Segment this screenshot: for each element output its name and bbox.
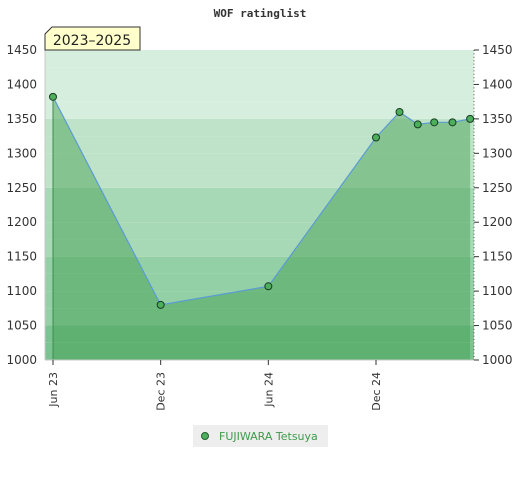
y-tick-label-right: 1250 bbox=[482, 181, 513, 195]
period-badge: 2023–2025 bbox=[44, 26, 141, 51]
x-tick-label: Dec 24 bbox=[370, 372, 383, 411]
y-tick-label-right: 1000 bbox=[482, 353, 513, 367]
data-point[interactable] bbox=[413, 120, 422, 129]
background-bands bbox=[45, 50, 474, 360]
y-tick-label-left: 1200 bbox=[6, 215, 37, 229]
band bbox=[45, 67, 474, 85]
band bbox=[45, 84, 474, 102]
y-tick-label-left: 1000 bbox=[6, 353, 37, 367]
y-tick-label-right: 1350 bbox=[482, 112, 513, 126]
y-tick-label-left: 1050 bbox=[6, 319, 37, 333]
data-point[interactable] bbox=[448, 118, 457, 127]
band bbox=[45, 325, 474, 343]
y-tick-label-right: 1400 bbox=[482, 77, 513, 91]
x-tick-label: Dec 23 bbox=[155, 372, 168, 411]
data-point[interactable] bbox=[430, 118, 439, 127]
y-tick-label-right: 1300 bbox=[482, 146, 513, 160]
data-point[interactable] bbox=[49, 92, 57, 101]
data-point[interactable] bbox=[264, 282, 273, 291]
y-tick-label-left: 1300 bbox=[6, 146, 37, 160]
band bbox=[45, 136, 474, 154]
series-area-fill bbox=[53, 96, 471, 360]
y-tick-label-right: 1100 bbox=[482, 284, 513, 298]
legend-label: FUJIWARA Tetsuya bbox=[219, 430, 318, 443]
data-point[interactable] bbox=[466, 114, 475, 123]
legend[interactable]: FUJIWARA Tetsuya bbox=[193, 425, 328, 447]
x-tick-label: Jun 23 bbox=[47, 372, 60, 408]
band bbox=[45, 101, 474, 119]
band bbox=[45, 170, 474, 188]
y-tick-label-right: 1150 bbox=[482, 250, 513, 264]
x-tick-label: Jun 24 bbox=[262, 372, 275, 408]
period-badge-text: 2023–2025 bbox=[53, 33, 131, 49]
band bbox=[45, 256, 474, 274]
y-tick-label-left: 1400 bbox=[6, 77, 37, 91]
band bbox=[45, 273, 474, 292]
series-points bbox=[49, 92, 475, 309]
y-tick-label-left: 1150 bbox=[6, 250, 37, 264]
y-tick-label-left: 1350 bbox=[6, 112, 37, 126]
y-tick-label-right: 1200 bbox=[482, 215, 513, 229]
chart-title: WOF ratinglist bbox=[214, 7, 307, 20]
y-tick-label-right: 1450 bbox=[482, 43, 513, 57]
band bbox=[45, 291, 474, 309]
data-point[interactable] bbox=[395, 108, 404, 116]
band bbox=[45, 118, 474, 137]
band bbox=[45, 342, 474, 360]
y-tick-label-left: 1100 bbox=[6, 284, 37, 298]
y-tick-label-right: 1050 bbox=[482, 319, 513, 333]
y-tick-label-left: 1450 bbox=[6, 43, 37, 57]
axes: 1000 1000 1050 1050 1100 1100 1150 1150 1200 1200… bbox=[6, 43, 512, 411]
band bbox=[45, 187, 474, 205]
band bbox=[45, 239, 474, 257]
band bbox=[45, 308, 474, 326]
band bbox=[45, 222, 474, 240]
legend-marker bbox=[201, 432, 209, 440]
band bbox=[45, 50, 474, 68]
band bbox=[45, 153, 474, 171]
data-point[interactable] bbox=[372, 133, 380, 142]
band bbox=[45, 205, 474, 223]
data-point[interactable] bbox=[156, 300, 165, 309]
y-tick-label-left: 1250 bbox=[6, 181, 37, 195]
